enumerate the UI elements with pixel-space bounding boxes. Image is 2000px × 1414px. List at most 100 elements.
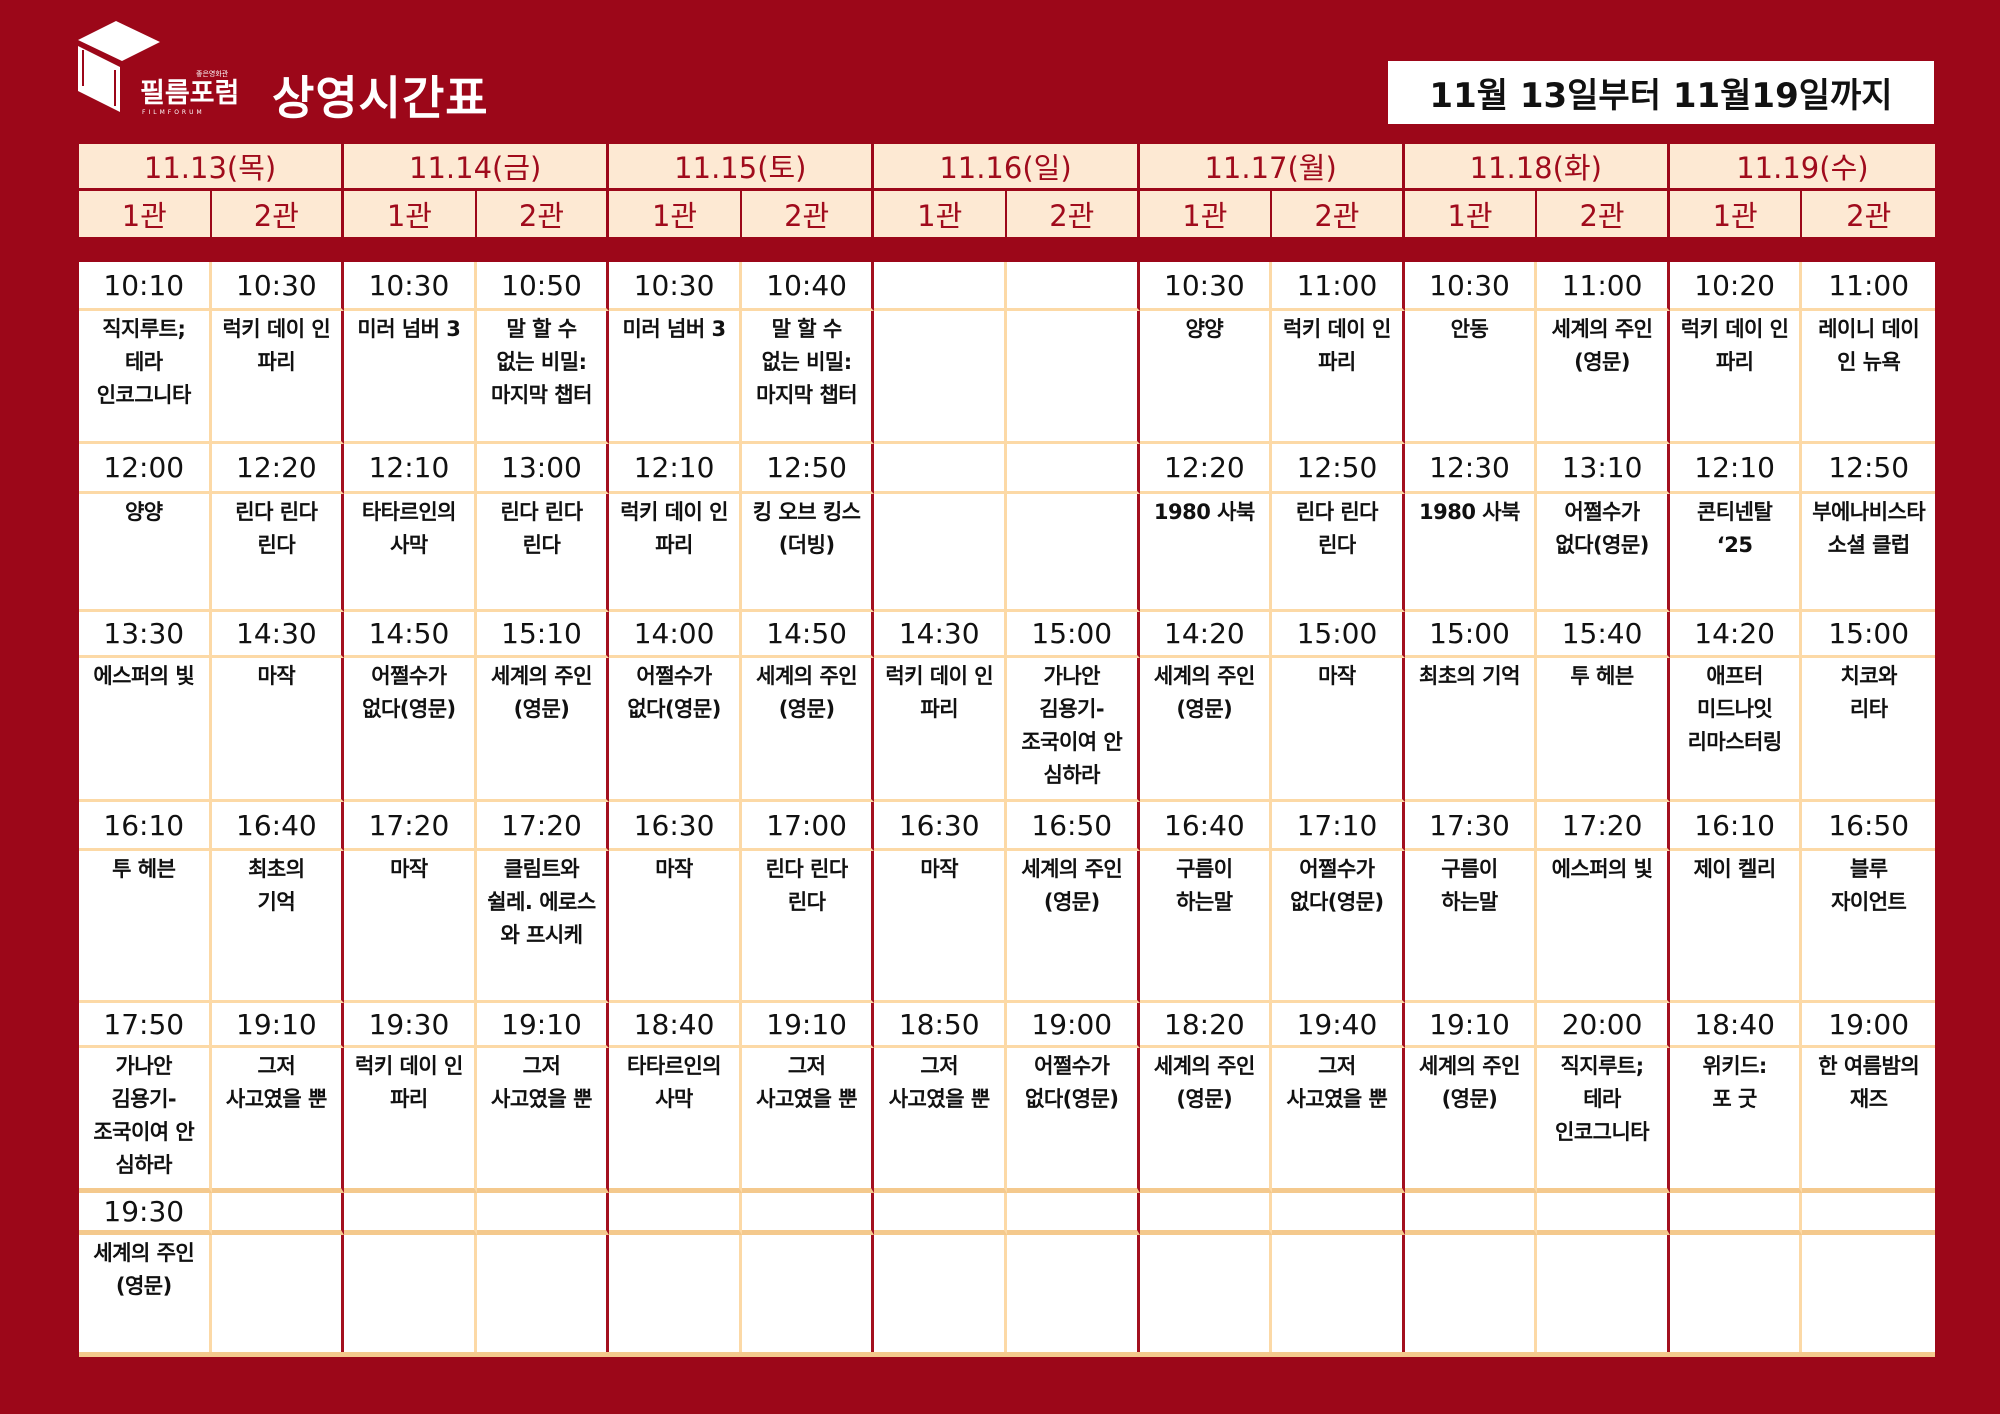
day-header: 11.14(금) [344,144,610,191]
movie-title [1537,1235,1670,1352]
movie-title: 어쩔수가 없다(영문) [609,658,742,802]
showtime: 16:50 [1006,802,1140,851]
hall-header: 1관 [344,191,477,240]
movie-title: 최초의 기억 [1404,658,1538,802]
showtime: 16:30 [609,802,742,851]
day-header: 11.19(수) [1669,144,1935,191]
movie-title: 어쩔수가 없다(영문) [344,658,477,802]
movie-title: 어쩔수가 없다(영문) [1006,1048,1140,1193]
showtime: 19:00 [1802,1003,1935,1048]
movie-title [212,1235,345,1352]
movie-title [477,1235,610,1352]
date-range: 11월 13일부터 11월19일까지 [1388,61,1934,124]
movie-title: 가나안 김용기- 조국이여 안 심하라 [79,1048,212,1193]
movie-title [609,1235,742,1352]
movie-title: 레이니 데이 인 뉴욕 [1802,311,1935,444]
showtime: 16:10 [1669,802,1803,851]
svg-text:FILMFORUM: FILMFORUM [142,109,205,116]
movie-title: 그저 사고였을 뿐 [741,1048,875,1193]
movie-title [1405,1235,1538,1352]
showtime: 10:30 [211,262,345,311]
showtime: 17:20 [476,802,610,851]
movie-title [874,1235,1007,1352]
showtime: 10:50 [476,262,610,311]
movie-title [1007,1235,1140,1352]
showtime: 10:20 [1669,262,1803,311]
movie-title: 구름이 하는말 [1404,851,1538,1003]
showtime: 15:00 [1404,612,1538,658]
movie-title: 그저 사고였을 뿐 [211,1048,345,1193]
showtime: 12:50 [741,444,875,494]
hall-header: 2관 [211,191,345,240]
showtime: 15:00 [1802,612,1935,658]
showtime: 12:30 [1404,444,1538,494]
movie-title: 럭키 데이 인 파리 [344,1048,477,1193]
hall-header: 1관 [79,191,212,240]
movie-title: 직지루트; 테라 인코그니타 [79,311,212,444]
showtime: 19:10 [1404,1003,1538,1048]
hall-header: 2관 [476,191,610,240]
showtime: 19:10 [741,1003,875,1048]
showtime: 17:20 [344,802,477,851]
showtime: 19:10 [211,1003,345,1048]
movie-title: 세계의 주인 (영문) [741,658,875,802]
page-title: 상영시간표 [272,71,489,125]
movie-title: 린다 린다 린다 [476,494,610,612]
showtime: 10:30 [1404,262,1538,311]
movie-title: 제이 켈리 [1669,851,1803,1003]
movie-title: 그저 사고였을 뿐 [874,1048,1007,1193]
showtime: 16:40 [211,802,345,851]
movie-title: 킹 오브 킹스 (더빙) [741,494,875,612]
movie-title: 양양 [79,494,212,612]
showtime: 14:20 [1669,612,1803,658]
showtime: 14:50 [344,612,477,658]
showtime: 14:30 [211,612,345,658]
movie-title: 에스퍼의 빛 [1537,851,1670,1003]
showtime: 14:30 [874,612,1007,658]
svg-text:필름포럼: 필름포럼 [140,78,239,109]
movie-title: 마작 [344,851,477,1003]
movie-title: 세계의 주인 (영문) [1139,658,1273,802]
movie-title: 클림트와 쉴레. 에로스 와 프시케 [476,851,610,1003]
movie-title: 애프터 미드나잇 리마스터링 [1669,658,1803,802]
movie-title: 세계의 주인 (영문) [79,1235,212,1352]
movie-title: 그저 사고였을 뿐 [476,1048,610,1193]
day-header: 11.16(일) [874,144,1140,191]
showtime: 15:00 [1006,612,1140,658]
showtime [1669,1193,1803,1235]
showtime [741,1193,875,1235]
showtime [211,1193,345,1235]
movie-title: 마작 [1272,658,1405,802]
movie-title: 타타르인의 사막 [609,1048,742,1193]
showtime: 19:30 [79,1193,212,1235]
schedule-header: 11.13(목) 11.14(금) 11.15(토) 11.16(일) 11.17(월)… [79,144,1935,240]
showtime: 12:20 [1139,444,1273,494]
showtime: 10:40 [741,262,875,311]
hall-header: 1관 [1669,191,1803,240]
hall-header: 1관 [1139,191,1273,240]
movie-title: 세계의 주인 (영문) [1404,1048,1538,1193]
showtime [1006,262,1140,311]
showtime: 13:30 [79,612,212,658]
day-header: 11.17(월) [1139,144,1405,191]
movie-title: 럭키 데이 인 파리 [211,311,345,444]
showtime [1802,1193,1935,1235]
showtime: 18:40 [609,1003,742,1048]
showtime: 18:20 [1139,1003,1273,1048]
movie-title: 말 할 수 없는 비밀: 마지막 챕터 [741,311,875,444]
movie-title [1140,1235,1273,1352]
showtime [1139,1193,1273,1235]
hall-header: 1관 [1404,191,1538,240]
hall-header: 2관 [1006,191,1140,240]
showtime: 10:30 [344,262,477,311]
showtime: 11:00 [1537,262,1670,311]
movie-title: 최초의 기억 [211,851,345,1003]
showtime: 16:10 [79,802,212,851]
movie-title: 럭키 데이 인 파리 [609,494,742,612]
movie-title: 구름이 하는말 [1139,851,1273,1003]
movie-title: 양양 [1139,311,1273,444]
movie-title [1802,1235,1935,1352]
showtime [344,1193,477,1235]
showtime [476,1193,610,1235]
hall-header: 2관 [1537,191,1670,240]
